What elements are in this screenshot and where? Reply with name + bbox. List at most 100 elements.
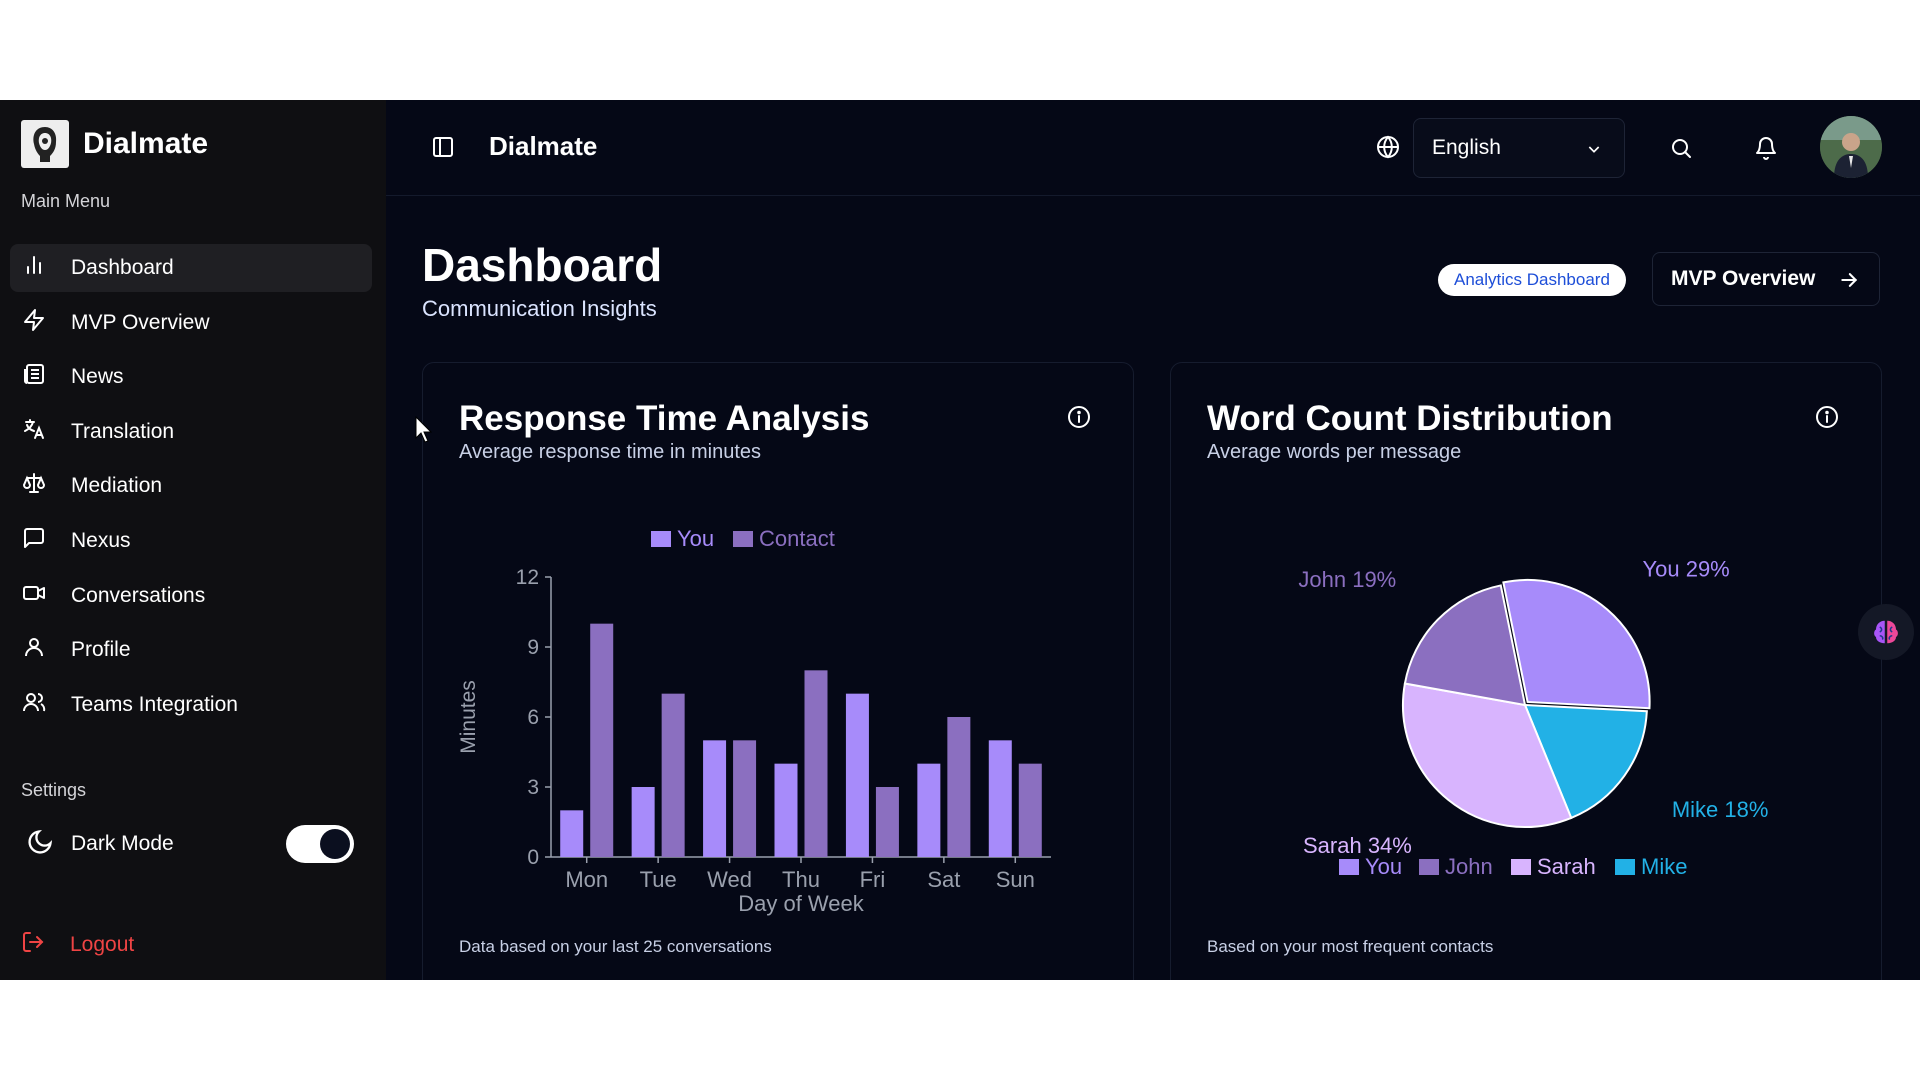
dark-mode-toggle[interactable] xyxy=(286,825,354,863)
card-footer: Data based on your last 25 conversations xyxy=(459,937,772,956)
pie-slice-mike xyxy=(1523,703,1648,820)
mvp-overview-label: MVP Overview xyxy=(1671,267,1816,290)
mouse-cursor xyxy=(415,415,435,449)
word-count-pie-chart: You 29% Mike 18% Sarah 34% John 19% You John S… xyxy=(1298,557,1769,879)
bar-chart-icon xyxy=(22,253,46,283)
sidebar-item-teams-integration[interactable]: Teams Integration xyxy=(10,681,372,729)
y-tick-label: 3 xyxy=(527,776,539,799)
sidebar-item-label: Teams Integration xyxy=(71,692,238,716)
bell-icon[interactable] xyxy=(1752,134,1780,162)
pie-label-mike: Mike 18% xyxy=(1672,797,1769,822)
card-subtitle: Average words per message xyxy=(1207,441,1462,463)
bar-contact xyxy=(1018,763,1042,857)
legend-label: Mike xyxy=(1641,854,1687,879)
legend-swatch xyxy=(1339,859,1359,875)
search-icon[interactable] xyxy=(1667,134,1695,162)
info-icon[interactable] xyxy=(1067,405,1091,434)
arrow-right-icon xyxy=(1841,273,1858,287)
pie-slice-you xyxy=(1502,578,1651,710)
sidebar-item-mediation[interactable]: Mediation xyxy=(10,462,372,510)
y-axis-title: Minutes xyxy=(457,680,480,754)
bar-contact xyxy=(804,670,828,857)
legend-swatch xyxy=(1419,859,1439,875)
top-header: Dialmate English xyxy=(386,100,1920,196)
card-title: Word Count Distribution xyxy=(1207,399,1613,438)
legend-swatch xyxy=(733,531,753,547)
x-tick-label: Sun xyxy=(996,867,1035,892)
mvp-overview-button[interactable]: MVP Overview xyxy=(1652,252,1880,306)
sidebar-toggle-icon[interactable] xyxy=(430,134,456,160)
user-icon xyxy=(22,635,46,665)
sidebar-item-profile[interactable]: Profile xyxy=(10,626,372,674)
y-tick-label: 0 xyxy=(527,846,539,869)
sidebar-item-mvp-overview[interactable]: MVP Overview xyxy=(10,299,372,347)
main-menu-label: Main Menu xyxy=(21,191,111,211)
assistant-brain-icon[interactable] xyxy=(1858,604,1914,660)
legend-label: Sarah xyxy=(1537,854,1596,879)
chevron-down-icon xyxy=(1588,146,1600,153)
toggle-knob xyxy=(320,829,350,859)
logout-label: Logout xyxy=(70,933,135,956)
legend-swatch xyxy=(651,531,671,547)
x-tick-label: Sat xyxy=(927,867,960,892)
pie-label-sarah: Sarah 34% xyxy=(1303,833,1412,858)
x-tick-label: Wed xyxy=(707,867,752,892)
sidebar: Dialmate Main Menu Dashboard MVP Overvie… xyxy=(0,100,386,980)
dark-mode-label: Dark Mode xyxy=(71,832,174,855)
legend-swatch xyxy=(1615,859,1635,875)
users-icon xyxy=(22,690,46,720)
bar-contact xyxy=(875,787,899,857)
video-icon xyxy=(22,581,46,611)
language-value: English xyxy=(1432,136,1501,159)
bar-you xyxy=(560,810,584,857)
sidebar-item-label: Translation xyxy=(71,419,175,443)
sidebar-item-label: Dashboard xyxy=(71,256,174,279)
bar-you xyxy=(774,763,798,857)
analytics-dashboard-pill[interactable]: Analytics Dashboard xyxy=(1438,264,1626,296)
x-tick-label: Fri xyxy=(860,867,886,892)
card-footer: Based on your most frequent contacts xyxy=(1207,937,1494,956)
settings-label: Settings xyxy=(21,780,87,800)
word-count-card: Word Count Distribution Average words pe… xyxy=(1170,362,1882,980)
x-axis-title: Day of Week xyxy=(738,891,865,916)
y-tick-label: 9 xyxy=(527,636,539,659)
legend-label: You xyxy=(677,526,714,551)
sidebar-item-label: Nexus xyxy=(71,528,131,552)
sidebar-item-label: Profile xyxy=(71,638,131,662)
sidebar-item-label: Mediation xyxy=(71,474,163,498)
x-tick-label: Thu xyxy=(782,867,820,892)
pie-slice-sarah xyxy=(1402,682,1573,828)
sidebar-item-conversations[interactable]: Conversations xyxy=(10,572,372,620)
card-subtitle: Average response time in minutes xyxy=(459,441,762,463)
avatar[interactable] xyxy=(1820,116,1882,178)
brand[interactable]: Dialmate xyxy=(21,120,208,168)
sidebar-item-translation[interactable]: Translation xyxy=(10,408,372,456)
pie-label-you: You 29% xyxy=(1642,557,1729,582)
header-title: Dialmate xyxy=(489,131,598,161)
page-subtitle: Communication Insights xyxy=(422,296,657,321)
bar-you xyxy=(631,787,655,857)
bar-you xyxy=(703,740,727,857)
info-icon[interactable] xyxy=(1815,405,1839,434)
sidebar-item-label: News xyxy=(71,365,124,389)
logout-button[interactable]: Logout xyxy=(21,930,134,960)
language-select[interactable]: English xyxy=(1413,118,1625,178)
globe-icon[interactable] xyxy=(1375,134,1401,160)
sidebar-item-news[interactable]: News xyxy=(10,353,372,401)
card-title: Response Time Analysis xyxy=(459,399,870,438)
main-menu: Dashboard MVP Overview News Translation … xyxy=(10,244,372,735)
translate-icon xyxy=(22,417,46,447)
scale-icon xyxy=(22,471,46,501)
x-tick-label: Tue xyxy=(640,867,677,892)
legend-label: John xyxy=(1445,854,1493,879)
legend-label: Contact xyxy=(759,526,835,551)
newspaper-icon xyxy=(22,362,46,392)
bolt-icon xyxy=(22,308,46,338)
bar-you xyxy=(988,740,1012,857)
sidebar-item-label: MVP Overview xyxy=(71,310,210,334)
x-tick-label: Mon xyxy=(565,867,608,892)
moon-icon xyxy=(26,828,54,861)
page-title: Dashboard xyxy=(422,239,663,291)
sidebar-item-nexus[interactable]: Nexus xyxy=(10,517,372,565)
sidebar-item-dashboard[interactable]: Dashboard xyxy=(10,244,372,292)
